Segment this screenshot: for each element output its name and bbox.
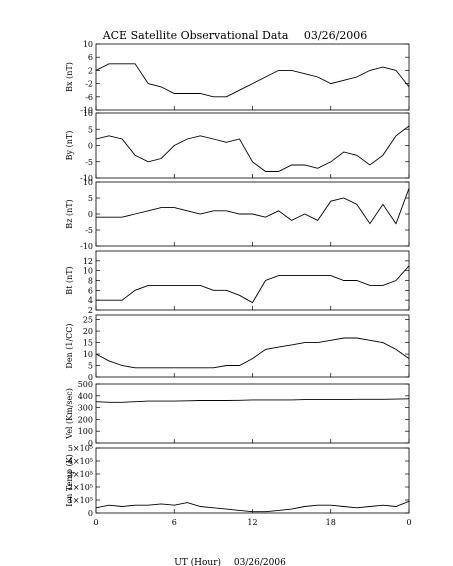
- y-tick-label: 400: [78, 392, 93, 401]
- panel-1: 10 5 0 -5 -10 By (nT): [65, 109, 410, 183]
- panel-6: 5×10⁵ 4×10⁵ 3×10⁵ 2×10⁵ 1×10⁵ 0 Ion Temp (K): [65, 444, 410, 518]
- y-tick-label: -10: [80, 106, 93, 115]
- y-tick-label: 10: [83, 178, 93, 187]
- y-tick-label: 2×10⁵: [68, 483, 93, 492]
- x-axis-label-date: 03/26/2006: [234, 558, 286, 566]
- y-tick-label: 5×10⁵: [68, 444, 93, 453]
- y-axis-label: Bt (nT): [65, 266, 74, 294]
- y-tick-label: 300: [78, 404, 93, 413]
- y-tick-label: 10: [83, 350, 93, 359]
- chart-title: ACE Satellite Observational Data 03/26/2…: [102, 29, 368, 42]
- y-axis-label: Den (1/CC): [65, 323, 74, 368]
- y-axis-label: Bz (nT): [65, 199, 74, 228]
- y-tick-label: 10: [83, 267, 93, 276]
- series-line: [96, 265, 410, 304]
- y-tick-label: 500: [78, 380, 93, 389]
- y-tick-label: 4: [88, 296, 93, 305]
- chart-title-text: ACE Satellite Observational Data: [102, 29, 289, 42]
- y-tick-label: 3×10⁵: [68, 470, 93, 479]
- x-tick-label: 0: [93, 518, 98, 527]
- y-tick-label: 1×10⁵: [68, 496, 93, 505]
- y-tick-label: 8: [88, 277, 93, 286]
- y-tick-label: 0: [88, 210, 93, 219]
- y-tick-label: -10: [80, 174, 93, 183]
- x-tick-label: 12: [247, 518, 257, 527]
- y-tick-label: 10: [83, 40, 93, 49]
- y-axis-label: Ion Temp (K): [65, 454, 74, 507]
- panel-2: 10 5 0 -5 -10 Bz (nT): [65, 178, 410, 251]
- panel-frame: [95, 112, 410, 179]
- y-axis-label: Vel (Km/sec): [65, 388, 74, 440]
- x-axis-label-text: UT (Hour): [174, 557, 221, 566]
- panel-4: 25 20 15 10 5 0 Den (1/CC): [65, 314, 410, 382]
- x-tick-label: 0: [406, 518, 411, 527]
- y-tick-label: -5: [85, 158, 93, 167]
- y-tick-label: 2: [88, 66, 93, 75]
- series-line: [95, 337, 410, 369]
- x-tick-label: 6: [172, 518, 177, 527]
- chart-title-date: 03/26/2006: [304, 29, 367, 42]
- series-line: [96, 188, 410, 225]
- y-tick-label: 0: [88, 373, 93, 382]
- y-tick-label: -6: [85, 93, 93, 102]
- y-tick-label: -2: [85, 80, 93, 89]
- y-tick-label: 4×10⁵: [68, 457, 93, 466]
- panel-frame: [95, 250, 410, 311]
- y-tick-label: 6: [88, 286, 93, 295]
- panel-5: 500 400 300 200 100 0 Vel (Km/sec): [65, 380, 410, 448]
- y-tick-label: 20: [83, 327, 93, 336]
- y-tick-label: 2: [88, 306, 93, 315]
- x-tick-label: 18: [326, 518, 336, 527]
- series-line: [95, 63, 410, 98]
- y-tick-label: -10: [80, 242, 93, 251]
- series-line: [95, 125, 410, 172]
- y-tick-label: 5: [88, 194, 93, 203]
- panels-group: 10 6 2 -2 -6 -10 Bx (nT) 10 5 0 -5 -10 By (nT) 10 5 0 -5…: [65, 40, 410, 518]
- panel-0: 10 6 2 -2 -6 -10 Bx (nT): [65, 40, 410, 115]
- y-axis-label: By (nT): [65, 131, 74, 161]
- y-tick-label: 10: [83, 109, 93, 118]
- y-tick-label: 5: [88, 125, 93, 134]
- panel-frame: [95, 447, 410, 514]
- y-tick-label: 0: [88, 509, 93, 518]
- y-tick-label: 25: [83, 316, 93, 325]
- panel-frame: [95, 43, 410, 111]
- panel-frame: [95, 383, 410, 444]
- x-ticks-group: 0 6 12 18 0: [93, 106, 412, 527]
- y-tick-label: 5: [88, 362, 93, 371]
- y-axis-label: Bx (nT): [65, 62, 74, 92]
- y-tick-label: 15: [83, 339, 93, 348]
- y-tick-label: 6: [88, 53, 93, 62]
- x-axis-label: UT (Hour) 03/26/2006: [174, 557, 286, 566]
- y-tick-label: 100: [78, 427, 93, 436]
- y-tick-label: 0: [88, 439, 93, 448]
- y-tick-label: 200: [78, 415, 93, 424]
- series-line: [95, 398, 410, 403]
- y-tick-label: 0: [88, 142, 93, 151]
- y-tick-label: 12: [83, 257, 93, 266]
- y-tick-label: -5: [85, 226, 93, 235]
